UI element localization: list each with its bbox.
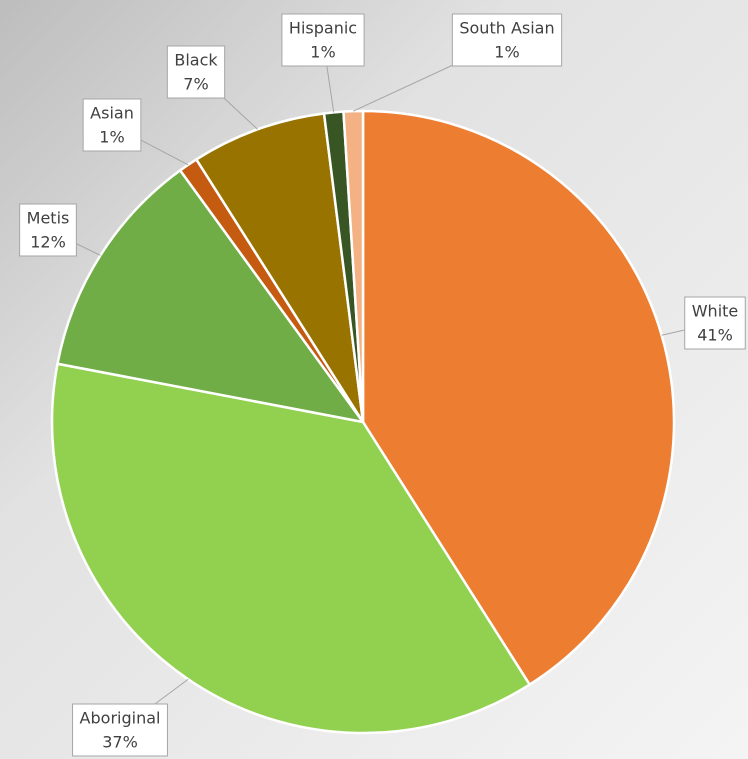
- label-category: Hispanic: [289, 19, 357, 38]
- data-label: South Asian 1%: [452, 14, 561, 66]
- label-value: 7%: [183, 75, 208, 94]
- label-value: 12%: [30, 233, 66, 252]
- data-label: Aboriginal 37%: [73, 704, 168, 756]
- data-label: White 41%: [685, 297, 746, 349]
- label-category: White: [692, 302, 739, 321]
- label-category: South Asian: [459, 19, 554, 38]
- label-value: 1%: [494, 43, 519, 62]
- label-value: 1%: [99, 128, 124, 147]
- label-value: 1%: [310, 43, 335, 62]
- label-category: Asian: [90, 104, 134, 123]
- data-label: Black 7%: [167, 46, 224, 98]
- data-label: Hispanic 1%: [282, 14, 364, 66]
- label-value: 37%: [102, 733, 138, 752]
- label-category: Metis: [27, 209, 70, 228]
- data-label: Asian 1%: [83, 99, 141, 151]
- label-value: 41%: [697, 326, 733, 345]
- data-label: Metis 12%: [20, 204, 77, 256]
- pie: [52, 111, 674, 733]
- page: White 41% Aboriginal 37% Metis 12% Asian 1% Blac…: [0, 0, 748, 759]
- label-category: Aboriginal: [80, 709, 161, 728]
- chart: White 41% Aboriginal 37% Metis 12% Asian 1% Blac…: [0, 0, 748, 759]
- label-category: Black: [174, 51, 218, 70]
